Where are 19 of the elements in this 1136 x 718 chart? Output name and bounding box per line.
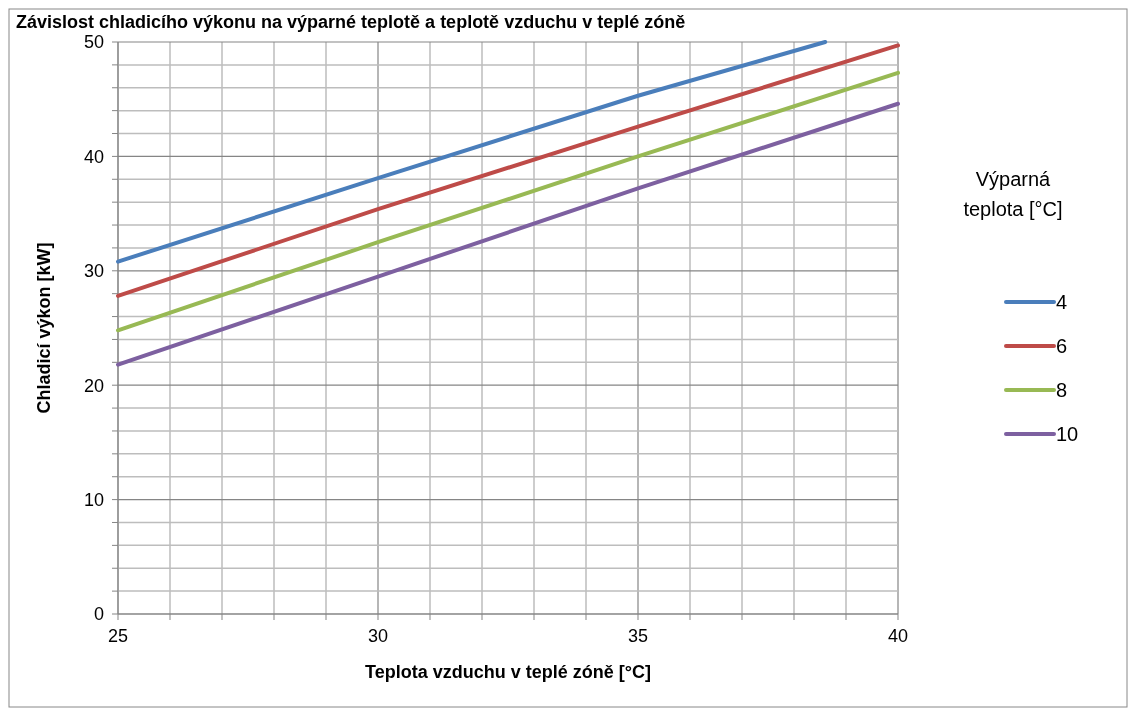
- legend-label: 8: [1056, 379, 1068, 401]
- y-tick-label: 40: [83, 146, 104, 167]
- y-tick-label: 30: [83, 261, 104, 282]
- y-tick-label: 10: [83, 489, 104, 510]
- x-axis-title: Teplota vzduchu v teplé zóně [°C]: [365, 662, 651, 682]
- chart-title: Závislost chladicího výkonu na výparné teplotě a teplotě vzduchu v teplé zóně: [16, 12, 686, 32]
- y-tick-label: 20: [83, 375, 104, 396]
- x-tick-label: 30: [367, 626, 389, 646]
- legend-label: 4: [1056, 291, 1068, 313]
- x-tick-label: 40: [887, 626, 909, 646]
- legend-label: 6: [1056, 335, 1068, 357]
- y-tick-label: 0: [93, 604, 104, 625]
- legend-label: 10: [1056, 423, 1079, 445]
- y-tick-label: 50: [83, 32, 104, 53]
- x-tick-label: 35: [627, 626, 649, 646]
- legend-title: Výparná teplota [°C]: [963, 168, 1063, 220]
- y-axis-title: Chladicí výkon [kW]: [34, 242, 54, 414]
- line-series: [116, 40, 828, 264]
- x-tick-label: 25: [107, 626, 129, 646]
